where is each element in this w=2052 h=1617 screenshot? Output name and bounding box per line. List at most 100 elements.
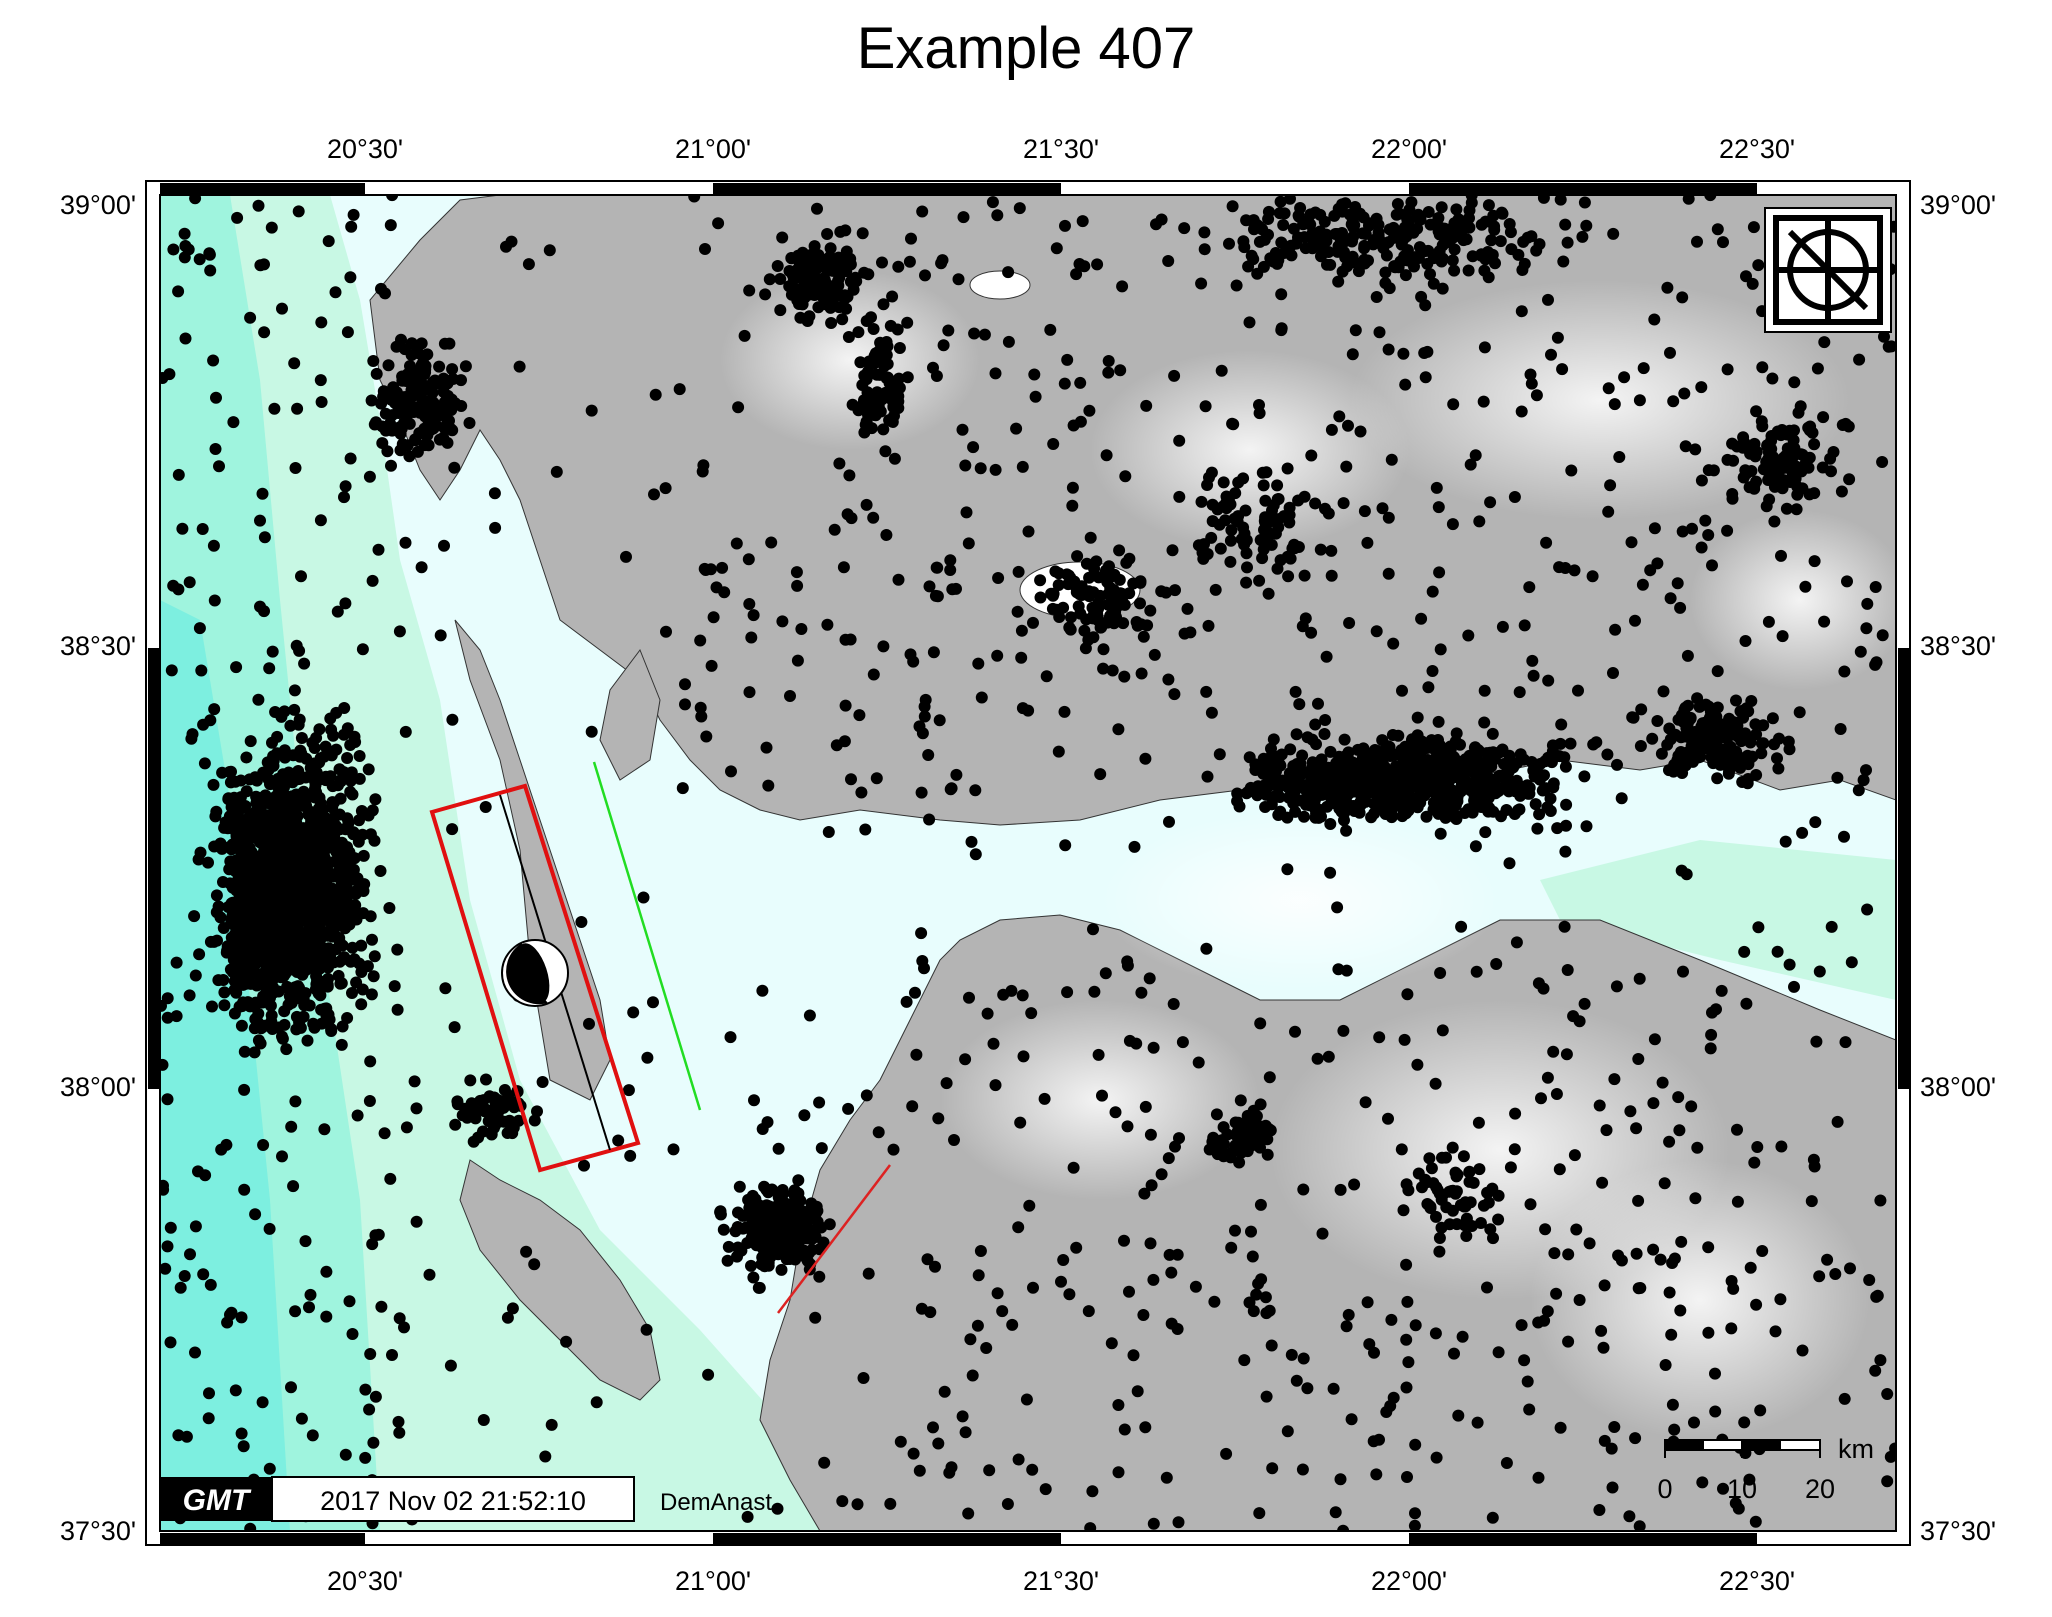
epicenter-dot [1750,728,1763,741]
epicenter-dot [1870,656,1883,669]
epicenter-dot [1555,718,1568,731]
epicenter-dot [1691,235,1703,248]
epicenter-dot [1473,515,1486,528]
epicenter-dot [1064,571,1077,584]
epicenter-dot [1401,1471,1413,1483]
epicenter-dot [946,583,959,596]
epicenter-dot [1296,1463,1309,1476]
epicenter-dot [1625,536,1638,549]
epicenter-dot [254,600,266,613]
epicenter-dot [161,1093,174,1106]
epicenter-dot [1796,482,1809,495]
epicenter-dot [1144,604,1157,617]
epicenter-dot [401,439,414,452]
epicenter-dot [276,302,288,315]
epicenter-dot [1401,988,1414,1001]
epicenter-dot [1324,258,1337,271]
epicenter-dot [944,564,957,576]
epicenter-dot [1013,202,1026,215]
epicenter-dot [1239,504,1252,517]
epicenter-dot [1214,542,1227,555]
epicenter-dot [1831,771,1844,784]
epicenter-dot [1273,207,1286,220]
epicenter-dot [622,1084,635,1097]
lat-tick-label: 39°00' [60,190,136,220]
epicenter-dot [207,354,220,367]
epicenter-dot [1210,1108,1223,1121]
epicenter-dot [298,657,311,670]
epicenter-dot [772,1142,785,1155]
epicenter-dot [836,1495,849,1508]
epicenter-dot [1558,751,1571,764]
epicenter-dot [1715,984,1728,997]
epicenter-dot [1353,806,1366,819]
epicenter-dot [188,910,201,923]
epicenter-dot [237,1440,250,1453]
epicenter-dot [1522,787,1535,800]
epicenter-dot [1559,218,1572,231]
epicenter-dot [738,329,751,342]
epicenter-dot [369,1390,382,1403]
gmt-timestamp: GMT 2017 Nov 02 21:52:10 DemAnast [160,1476,772,1522]
epicenter-dot [821,618,834,631]
epicenter-dot [1224,534,1237,547]
epicenter-dot [858,369,871,382]
epicenter-dot [913,720,926,733]
epicenter-dot [399,536,412,549]
epicenter-dot [267,759,280,772]
epicenter-dot [184,1248,196,1261]
epicenter-dot [265,880,278,893]
epicenter-dot [172,468,185,481]
epicenter-dot [252,798,265,811]
epicenter-dot [1379,277,1392,290]
epicenter-dot [1160,586,1172,599]
lon-tick-label: 21°30' [1023,1566,1099,1596]
epicenter-dot [1217,476,1230,489]
epicenter-dot [1647,1097,1660,1110]
epicenter-dot [1266,1462,1279,1475]
epicenter-dot [1607,227,1620,240]
epicenter-dot [836,313,849,326]
epicenter-dot [1805,1195,1818,1208]
epicenter-dot [1874,1194,1887,1207]
epicenter-dot [1401,1295,1414,1308]
epicenter-dot [916,205,929,218]
epicenter-dot [1135,667,1148,680]
epicenter-dot [1023,1199,1036,1212]
epicenter-dot [467,1135,480,1148]
epicenter-dot [700,730,713,743]
epicenter-dot [1526,654,1539,667]
epicenter-dot [1400,1333,1413,1346]
timestamp-text: 2017 Nov 02 21:52:10 [320,1486,586,1516]
epicenter-dot [1704,1042,1717,1055]
epicenter-dot [795,623,808,635]
epicenter-dot [186,728,199,741]
epicenter-dot [1121,1120,1134,1133]
epicenter-dot [256,487,269,500]
epicenter-dot [1361,1296,1374,1309]
epicenter-dot [840,302,853,315]
epicenter-dot [1399,269,1412,282]
epicenter-dot [1263,1071,1276,1084]
epicenter-dot [443,401,456,414]
epicenter-dot [1046,602,1059,615]
epicenter-dot [325,898,338,911]
epicenter-dot [972,657,985,670]
epicenter-dot [539,1450,552,1463]
epicenter-dot [224,776,237,789]
epicenter-dot [327,821,340,834]
epicenter-dot [776,231,789,244]
epicenter-dot [1565,464,1578,477]
epicenter-dot [1399,802,1412,815]
epicenter-dot [202,856,214,869]
epicenter-dot [1258,514,1271,527]
epicenter-dot [1284,743,1297,756]
epicenter-dot [234,791,247,804]
epicenter-dot [747,609,760,622]
epicenter-dot [878,360,891,373]
epicenter-dot [1562,1335,1575,1348]
epicenter-dot [1542,293,1554,306]
epicenter-dot [877,423,890,436]
epicenter-dot [1412,742,1425,755]
epicenter-dot [225,1306,238,1319]
